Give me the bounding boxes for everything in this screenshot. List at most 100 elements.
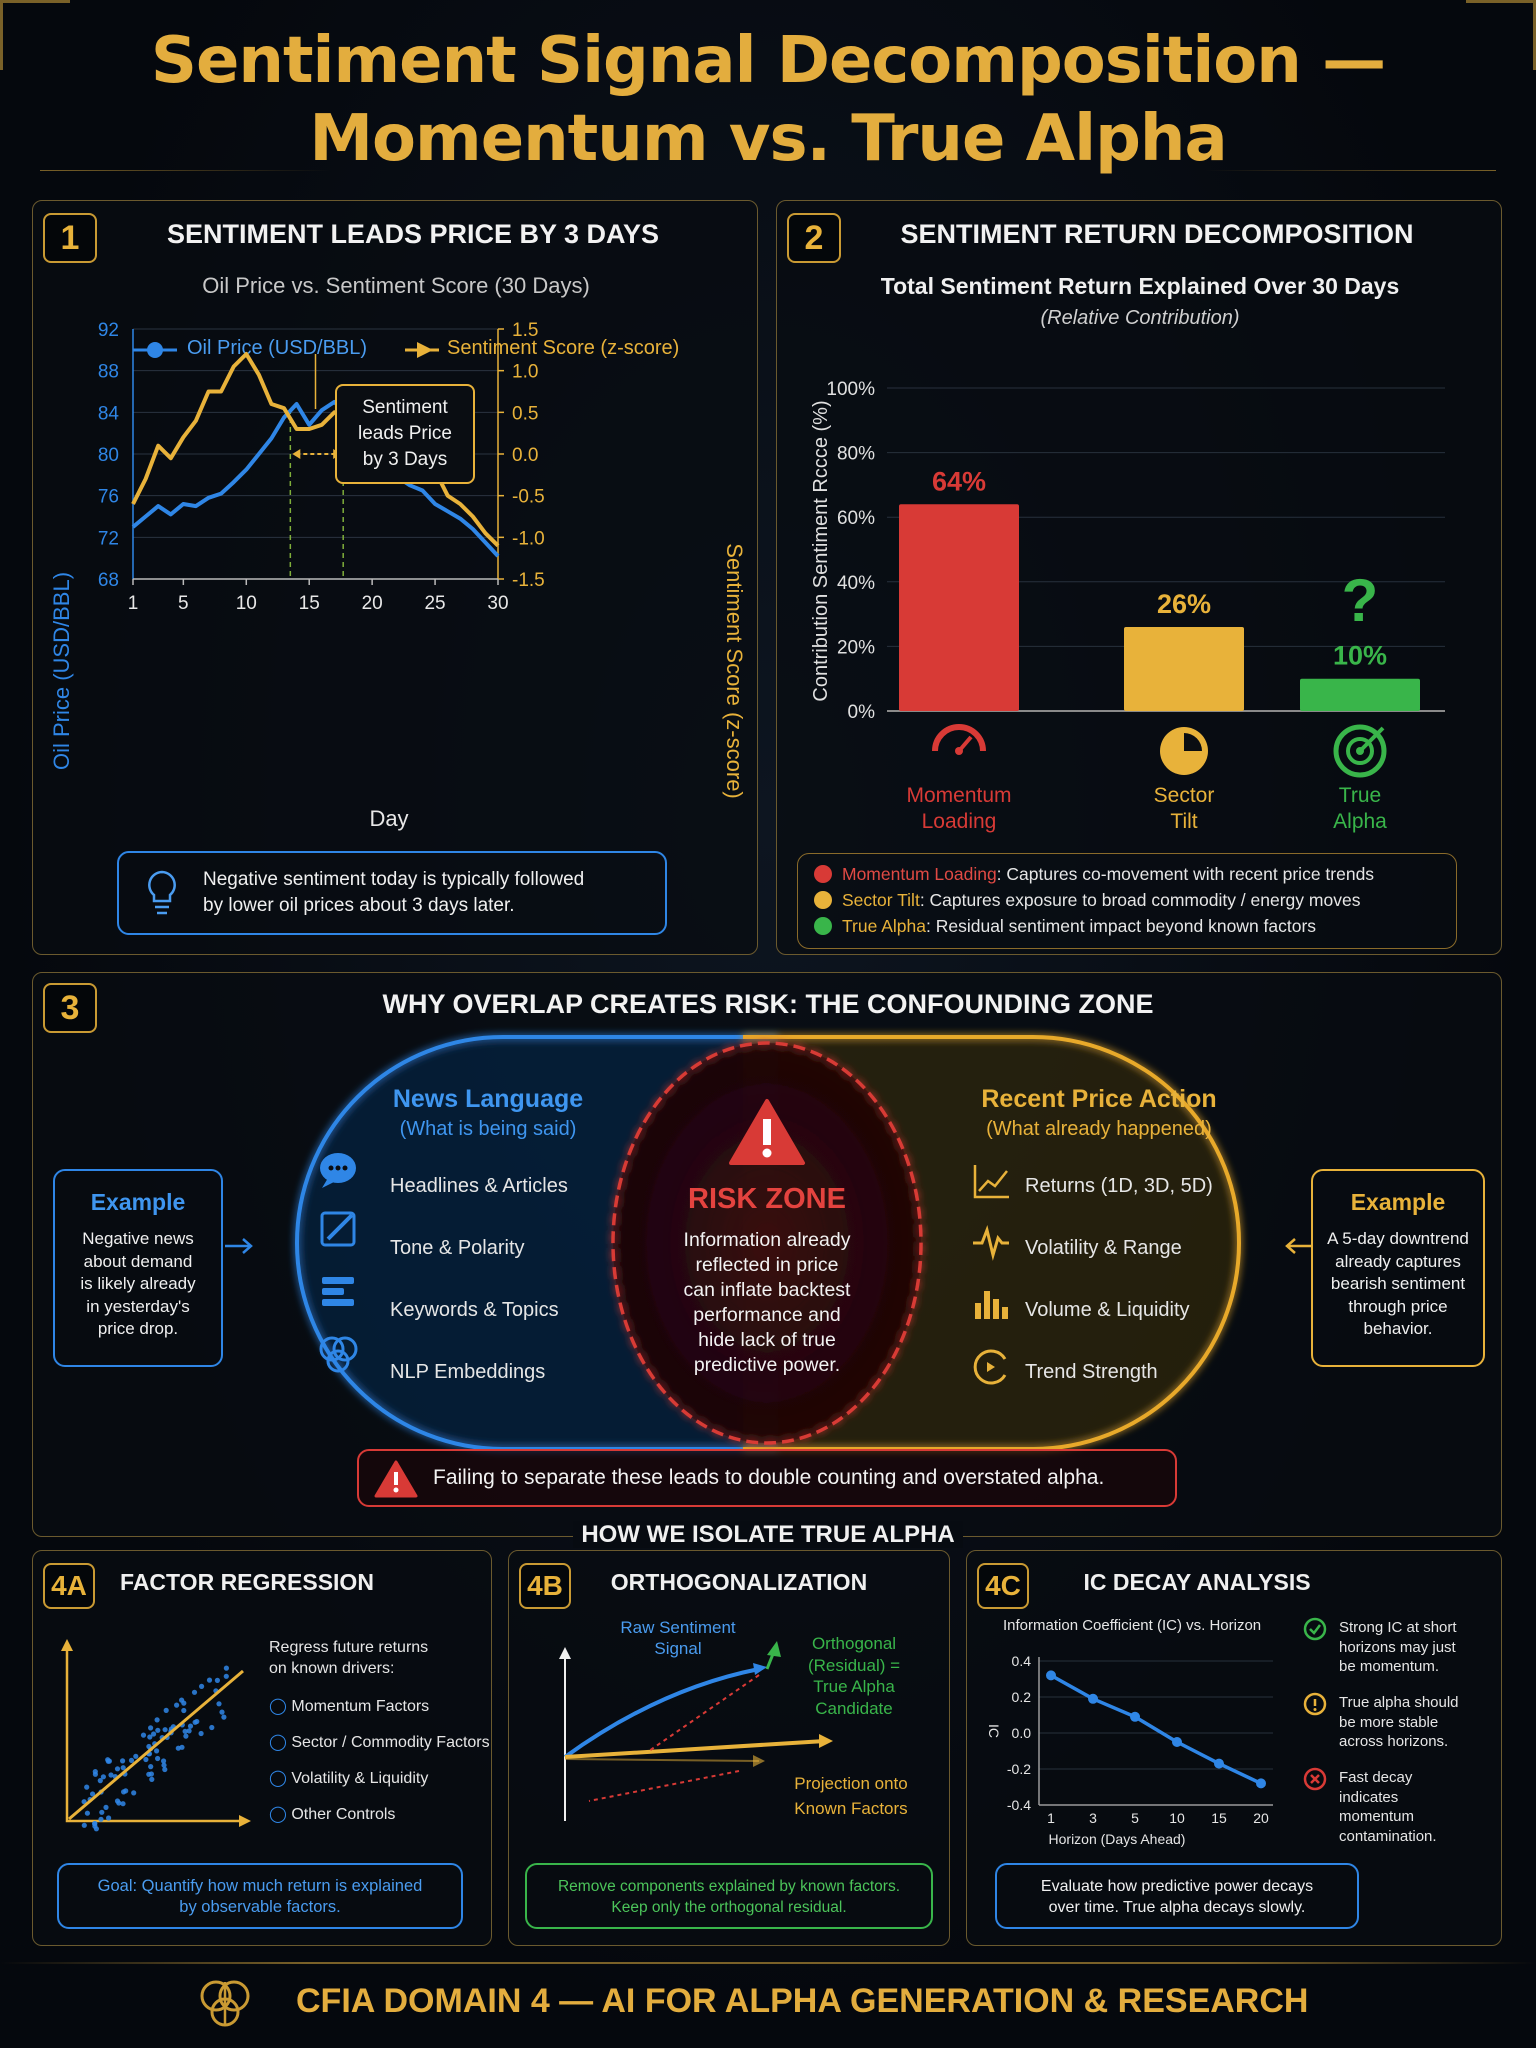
note-line-1: Evaluate how predictive power decays — [1040, 1878, 1314, 1895]
legend-oil-marker — [147, 342, 163, 358]
insight-text: Negative sentiment today is typically fo… — [203, 867, 584, 919]
y-axis-label: Contribution Sentiment Rccce (%) — [810, 400, 832, 701]
example-right-title: Example — [1350, 1189, 1446, 1215]
bar-2 — [1300, 678, 1420, 711]
scatter-point — [146, 1743, 152, 1750]
risk-zone-body: Information already reflected in price c… — [647, 1228, 887, 1378]
cat-line-2: Tilt — [1170, 810, 1198, 833]
y-axis-left-label: Oil Price (USD/BBL) — [49, 572, 74, 770]
legend-swatches — [133, 342, 439, 358]
scatter-point — [133, 1753, 139, 1759]
check-circle-icon: ◯ — [269, 1698, 287, 1715]
y-tick-left: 68 — [98, 570, 119, 591]
decomposition-legend: Momentum Loading: Captures co-movement w… — [797, 853, 1457, 949]
scatter-point — [162, 1766, 168, 1773]
regression-line — [68, 1669, 244, 1821]
example-line: already captures — [1335, 1251, 1461, 1271]
pie-chart-icon — [1160, 727, 1208, 775]
note-line-2: Keep only the orthogonal residual. — [611, 1899, 847, 1916]
bar-value-label: 26% — [1157, 589, 1211, 619]
point-line: indicates — [1339, 1788, 1399, 1806]
price-item: Returns (1D, 3D, 5D) — [1025, 1175, 1213, 1197]
corner-ornament-tl — [0, 0, 70, 70]
label-line: Raw Sentiment — [620, 1618, 736, 1637]
legend-sent-label: Sentiment Score (z-score) — [447, 337, 680, 359]
regression-goal: Goal: Quantify how much return is explai… — [57, 1863, 463, 1929]
section-4-header: HOW WE ISOLATE TRUE ALPHA — [0, 1521, 1536, 1549]
factor-label: Sector / Commodity Factors — [291, 1734, 490, 1751]
scatter-point — [84, 1810, 90, 1816]
brain-icon — [319, 1336, 358, 1373]
lightbulb-icon — [148, 870, 176, 915]
scatter-point — [214, 1677, 220, 1683]
bar-chart-icon — [975, 1291, 1008, 1319]
x-tick: 20 — [362, 593, 383, 614]
point-line: horizons may just — [1339, 1638, 1456, 1656]
ic-point — [1214, 1758, 1224, 1769]
scatter-point — [147, 1734, 153, 1740]
line-chart-icon — [973, 1165, 1009, 1199]
y-tick: 0.0 — [1012, 1725, 1032, 1741]
regression-scatter — [61, 1639, 251, 1832]
overlap-warning: Failing to separate these leads to doubl… — [357, 1449, 1177, 1507]
label-line: True Alpha — [813, 1677, 895, 1696]
raw-signal-arrow — [563, 1667, 760, 1759]
confounding-venn — [225, 1035, 1313, 1451]
ic-point — [1130, 1711, 1140, 1722]
ic-point-3: Fast decay indicates momentum contaminat… — [1339, 1768, 1437, 1846]
label-line: (Residual) = — [807, 1655, 901, 1675]
x-tick: 1 — [1047, 1810, 1055, 1826]
panel-sentiment-leads: 1 SENTIMENT LEADS PRICE BY 3 DAYS Oil Pr… — [32, 200, 758, 955]
ic-point — [1046, 1670, 1056, 1681]
scatter-point — [163, 1707, 169, 1713]
scatter-point — [97, 1778, 103, 1784]
ic-series — [1046, 1670, 1266, 1789]
example-line: about demand — [83, 1251, 193, 1271]
ic-point — [1172, 1737, 1182, 1747]
example-line: is likely already — [80, 1274, 196, 1293]
x-tick: 25 — [424, 593, 445, 614]
projection-arrow — [564, 1739, 826, 1759]
keywords-icon — [322, 1277, 354, 1306]
point-line: across horizons. — [1339, 1733, 1449, 1750]
intro-line-1: Regress future returns — [269, 1639, 429, 1656]
legend-name: Sector Tilt — [842, 890, 920, 910]
trend-cycle-icon — [973, 1349, 1007, 1385]
factor-item: ◯ Other Controls — [269, 1804, 395, 1824]
point-line: Fast decay — [1339, 1769, 1413, 1786]
scatter-point — [81, 1822, 87, 1828]
scatter-point — [183, 1733, 189, 1739]
panel-number-badge: 4C — [977, 1563, 1029, 1609]
y-tick-right: 0.5 — [512, 403, 538, 424]
scatter-point — [120, 1758, 126, 1764]
insight-note: Negative sentiment today is typically fo… — [117, 851, 667, 935]
news-item: Tone & Polarity — [390, 1237, 525, 1259]
x-tick: 15 — [1211, 1810, 1227, 1826]
x-tick: 15 — [299, 593, 320, 614]
page-title: Sentiment Signal Decomposition — Momentu… — [0, 22, 1536, 178]
goal-line-2: by observable factors. — [179, 1898, 341, 1916]
news-language-title: News Language — [392, 1085, 584, 1113]
orthogonal-label: Orthogonal (Residual) = True Alpha Candi… — [789, 1633, 919, 1719]
price-action-subtitle: (What already happened) — [986, 1118, 1212, 1140]
scatter-point — [100, 1774, 106, 1780]
edit-document-icon — [320, 1211, 356, 1247]
scatter-point — [209, 1724, 215, 1731]
example-left-title: Example — [90, 1189, 186, 1215]
example-line: through price — [1348, 1296, 1448, 1316]
oil-price-line — [131, 399, 500, 558]
section-4-title: HOW WE ISOLATE TRUE ALPHA — [573, 1521, 963, 1548]
overlap-warning-text: Failing to separate these leads to doubl… — [433, 1466, 1105, 1489]
title-line-2: Momentum vs. True Alpha — [309, 102, 1227, 176]
scatter-point — [182, 1728, 188, 1734]
scatter-point — [128, 1757, 135, 1763]
orthogonalization-note: Remove components explained by known fac… — [525, 1863, 933, 1929]
legend-name: True Alpha — [842, 916, 926, 936]
point-line: contamination. — [1339, 1827, 1437, 1845]
target-icon — [1333, 724, 1387, 778]
chart-axes — [132, 328, 504, 585]
y-tick-left: 88 — [98, 362, 119, 383]
callout-line-3: by 3 Days — [362, 449, 448, 470]
scatter-point — [93, 1826, 99, 1832]
news-language-header: News Language (What is being said) — [318, 1085, 658, 1141]
